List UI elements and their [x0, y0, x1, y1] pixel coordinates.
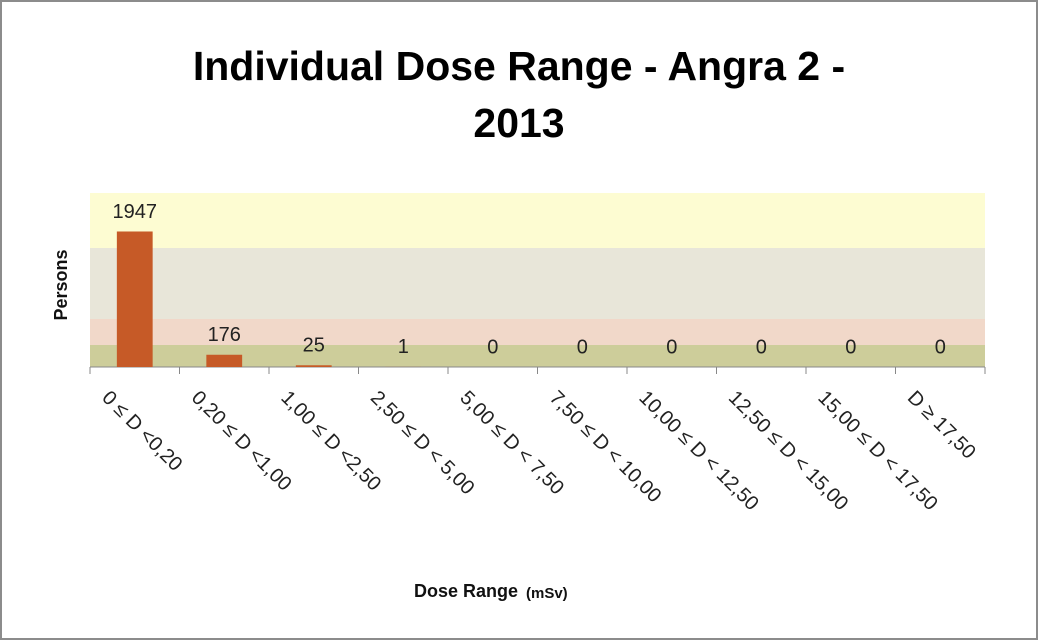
band	[90, 319, 985, 345]
bar	[206, 354, 243, 367]
data-label: 0	[935, 336, 946, 358]
x-axis-label: Dose Range	[414, 581, 518, 601]
data-label: 1	[398, 336, 409, 358]
data-label: 0	[666, 336, 677, 358]
x-tick-label: 0 ≤ D <0,20	[97, 387, 186, 476]
chart-title: Individual Dose Range - Angra 2 - 2013	[192, 43, 846, 146]
data-label: 1947	[113, 201, 158, 223]
data-label: 0	[756, 336, 767, 358]
band	[90, 248, 985, 319]
data-label: 0	[487, 336, 498, 358]
x-axis-unit: (mSv)	[526, 585, 568, 602]
data-label: 176	[208, 324, 241, 346]
bar	[295, 365, 332, 367]
data-label: 25	[303, 335, 325, 357]
x-tick-label: D ≥ 17,50	[903, 387, 980, 464]
band	[90, 345, 985, 367]
data-label: 0	[845, 336, 856, 358]
bar	[116, 231, 153, 367]
data-label: 0	[577, 336, 588, 358]
y-axis-label: Persons	[51, 249, 71, 320]
band	[90, 193, 985, 248]
